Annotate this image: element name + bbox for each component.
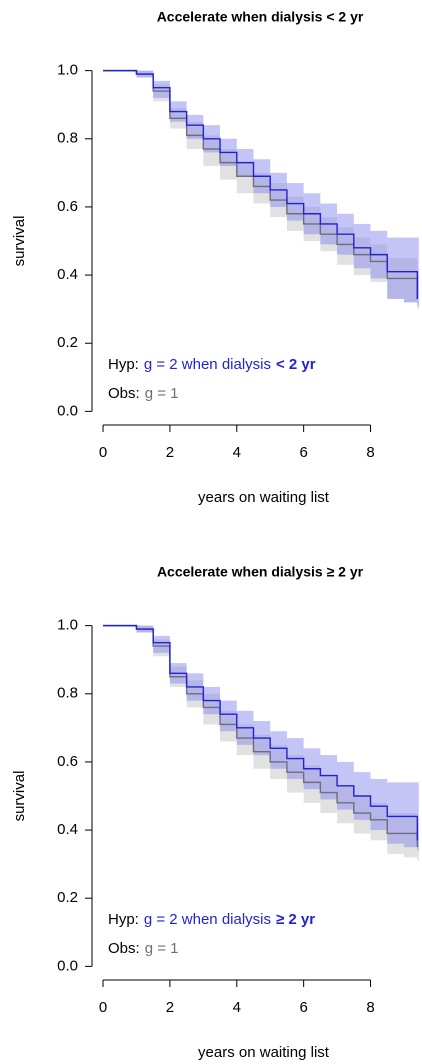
x-tick-label: 4 [233,444,241,461]
x-tick-label: 6 [299,444,307,461]
x-tick-label: 6 [299,999,307,1016]
confidence-band [353,223,371,269]
x-tick-label: 0 [99,444,107,461]
y-tick-label: 0.4 [57,821,78,838]
x-axis-label: years on waiting list [198,1044,330,1061]
confidence-band [403,782,418,848]
survival-line [103,69,419,299]
y-axis-label: survival [11,216,28,267]
y-axis-label: survival [11,771,28,822]
legend-entry: Obs: g = 1 [108,940,178,957]
confidence-band [320,755,338,800]
survival-line [103,624,419,841]
x-axis-label: years on waiting list [198,489,330,506]
chart: Accelerate when dialysis ≥ 2 yr 0.0 0.2 0.4… [11,564,419,1061]
y-tick-label: 0.6 [57,198,78,215]
y-tick-label: 0.8 [57,685,78,702]
x-tick-label: 8 [366,999,374,1016]
legend-text: g = 1 [145,940,179,957]
confidence-band [220,700,237,732]
legend-entry: Hyp: g = 2 when dialysis ≥ 2 yr [108,911,315,928]
y-tick-label: 1.0 [57,62,78,79]
legend-entry: Hyp: g = 2 when dialysis < 2 yr [108,356,316,373]
legend-text: g = 1 [145,385,179,402]
legend-emphasis: < 2 yr [276,356,316,373]
legend-emphasis: ≥ 2 yr [276,911,315,928]
confidence-band [403,237,418,303]
chart: Accelerate when dialysis < 2 yr 0.0 0.2 0.4… [11,9,419,506]
confidence-band [153,635,170,653]
y-tick-label: 0.0 [57,402,78,419]
legend-name: Hyp: [108,911,139,928]
legend-name: Obs: [108,940,140,957]
y-tick-label: 0.8 [57,130,78,147]
y-tick-label: 0.4 [57,266,78,283]
legend-text: g = 2 when dialysis [144,911,271,928]
confidence-band [387,782,404,844]
confidence-band [417,782,419,851]
legend-name: Obs: [108,385,140,402]
y-tick-label: 0.2 [57,889,78,906]
confidence-band [387,237,404,299]
x-tick-label: 0 [99,999,107,1016]
chart-title: Accelerate when dialysis ≥ 2 yr [157,564,364,580]
y-tick-label: 0.2 [57,334,78,351]
confidence-band [286,183,304,221]
legend-name: Hyp: [108,356,139,373]
legend-entry: Obs: g = 1 [108,385,178,402]
confidence-band [153,80,170,98]
y-tick-label: 0.0 [57,957,78,974]
confidence-band [186,114,204,139]
chart-title: Accelerate when dialysis < 2 yr [157,9,364,25]
confidence-band [370,778,388,831]
legend-text: g = 2 when dialysis [144,356,271,373]
x-tick-label: 2 [166,444,174,461]
y-tick-label: 1.0 [57,617,78,634]
x-tick-label: 8 [366,444,374,461]
x-tick-label: 4 [233,999,241,1016]
confidence-band [270,731,287,769]
y-tick-label: 0.6 [57,753,78,770]
confidence-band [417,237,419,306]
x-tick-label: 2 [166,999,174,1016]
